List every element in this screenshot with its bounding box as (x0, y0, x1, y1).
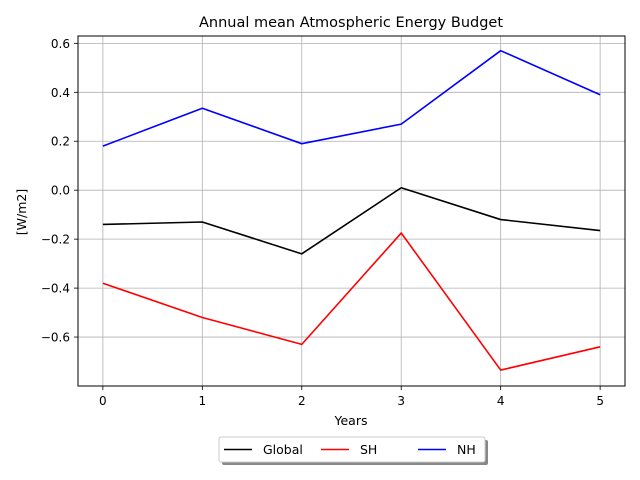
x-tick-label: 5 (596, 394, 604, 408)
y-tick-label: 0.0 (51, 184, 70, 198)
y-axis-ticks: −0.6 −0.4 −0.2 0.0 0.2 0.4 0.6 (41, 37, 78, 345)
x-tick-label: 2 (298, 394, 306, 408)
x-axis-ticks: 0 1 2 3 4 5 (99, 386, 604, 408)
y-tick-label: 0.6 (51, 37, 70, 51)
y-tick-label: 0.4 (51, 86, 70, 100)
legend-label-nh: NH (457, 442, 476, 457)
plot-frame (77, 35, 626, 387)
y-tick-label: −0.6 (41, 331, 70, 345)
x-axis-label: Years (334, 413, 368, 428)
x-tick-label: 1 (198, 394, 206, 408)
y-tick-label: −0.4 (41, 282, 70, 296)
x-tick-label: 0 (99, 394, 107, 408)
x-tick-label: 4 (497, 394, 505, 408)
grid (78, 36, 625, 386)
legend-box (218, 436, 486, 463)
chart-title: Annual mean Atmospheric Energy Budget (199, 15, 503, 31)
legend-label-sh: SH (360, 442, 377, 457)
legend-label-global: Global (263, 442, 303, 457)
series-line-global (102, 186, 601, 255)
y-tick-label: 0.2 (51, 135, 70, 149)
x-tick-label: 3 (397, 394, 405, 408)
series-lines (102, 49, 601, 371)
y-axis-label: [W/m2] (14, 189, 29, 235)
series-line-nh (102, 49, 601, 147)
series-line-sh (102, 232, 601, 371)
legend: Global SH NH (218, 436, 488, 465)
y-tick-label: −0.2 (41, 233, 70, 247)
